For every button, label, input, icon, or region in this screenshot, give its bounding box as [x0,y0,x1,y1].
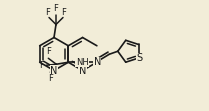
Text: F: F [46,8,50,17]
Text: F: F [40,61,44,70]
Text: F: F [46,47,51,56]
Text: N: N [94,57,101,67]
Text: F: F [62,8,66,17]
Text: N: N [50,65,58,75]
Text: NH: NH [76,58,89,67]
Text: F: F [48,74,53,83]
Text: S: S [136,53,143,63]
Text: N: N [79,65,86,75]
Text: F: F [54,4,59,13]
